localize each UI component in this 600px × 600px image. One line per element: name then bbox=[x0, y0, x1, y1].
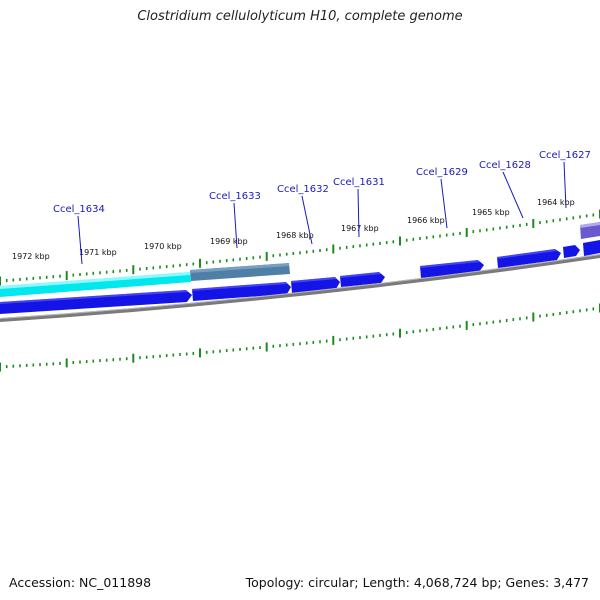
kbp-label-1965: 1965 kbp bbox=[472, 208, 510, 217]
gene-label-ccel-1629[interactable]: Ccel_1629 bbox=[416, 167, 468, 178]
gene-label-ccel-1627[interactable]: Ccel_1627 bbox=[539, 150, 591, 161]
accession-text: Accession: NC_011898 bbox=[9, 575, 152, 590]
kbp-label-1967: 1967 kbp bbox=[341, 224, 379, 233]
kbp-label-1969: 1969 kbp bbox=[210, 237, 248, 246]
gene-label-ccel-1632[interactable]: Ccel_1632 bbox=[277, 184, 329, 195]
gene-label-layer: Ccel_1634 Ccel_1633 Ccel_1632 Ccel_1631 … bbox=[53, 150, 591, 265]
leader-line-ccel-1634 bbox=[77, 215, 83, 265]
gene-gloss bbox=[192, 282, 288, 291]
gene-label-ccel-1628[interactable]: Ccel_1628 bbox=[479, 160, 531, 171]
genome-backbone bbox=[0, 254, 600, 322]
kbp-label-1970: 1970 kbp bbox=[144, 242, 182, 251]
kbp-label-1964: 1964 kbp bbox=[537, 198, 575, 207]
gene-gloss bbox=[340, 272, 381, 278]
gene-arrow-ccel-1627-shine bbox=[580, 222, 600, 228]
kbp-label-1971: 1971 kbp bbox=[79, 248, 117, 257]
leader-line-ccel-1633 bbox=[233, 202, 238, 249]
leader-line-ccel-1632 bbox=[301, 195, 313, 245]
gene-arrow-8[interactable] bbox=[583, 240, 600, 256]
leader-line-ccel-1629 bbox=[440, 178, 448, 229]
leader-line-ccel-1627 bbox=[563, 161, 567, 209]
gene-gloss bbox=[420, 260, 480, 268]
gene-gloss bbox=[291, 277, 337, 283]
gene-arrow-6[interactable] bbox=[497, 249, 561, 268]
map-title: Clostridium cellulolyticum H10, complete… bbox=[137, 9, 463, 24]
gene-arrow-gray-highlight bbox=[190, 263, 289, 273]
kbp-label-1972: 1972 kbp bbox=[12, 252, 50, 261]
gene-arrow-ccel-1634-shine bbox=[0, 272, 190, 289]
gene-label-ccel-1634[interactable]: Ccel_1634 bbox=[53, 204, 105, 215]
inner-tick-track bbox=[0, 303, 600, 372]
leader-line-ccel-1631 bbox=[357, 188, 360, 238]
gene-arrow-7[interactable] bbox=[563, 245, 580, 258]
genome-summary-text: Topology: circular; Length: 4,068,724 bp… bbox=[245, 575, 589, 590]
kbp-label-1968: 1968 kbp bbox=[276, 231, 314, 240]
outer-tick-track bbox=[0, 209, 600, 286]
gene-gloss bbox=[497, 249, 557, 259]
gene-arrow-1[interactable] bbox=[0, 290, 192, 314]
gene-gloss bbox=[0, 290, 188, 304]
gene-arrow-2[interactable] bbox=[192, 282, 291, 301]
gene-label-ccel-1633[interactable]: Ccel_1633 bbox=[209, 191, 261, 202]
gene-track bbox=[0, 222, 600, 314]
gene-label-ccel-1631[interactable]: Ccel_1631 bbox=[333, 177, 385, 188]
backbone-line-highlight bbox=[0, 254, 600, 319]
backbone-line bbox=[0, 254, 600, 322]
kbp-label-1966: 1966 kbp bbox=[407, 216, 445, 225]
leader-line-ccel-1628 bbox=[502, 171, 524, 219]
kbp-label-layer: 1972 kbp 1971 kbp 1970 kbp 1969 kbp 1968… bbox=[12, 198, 575, 261]
